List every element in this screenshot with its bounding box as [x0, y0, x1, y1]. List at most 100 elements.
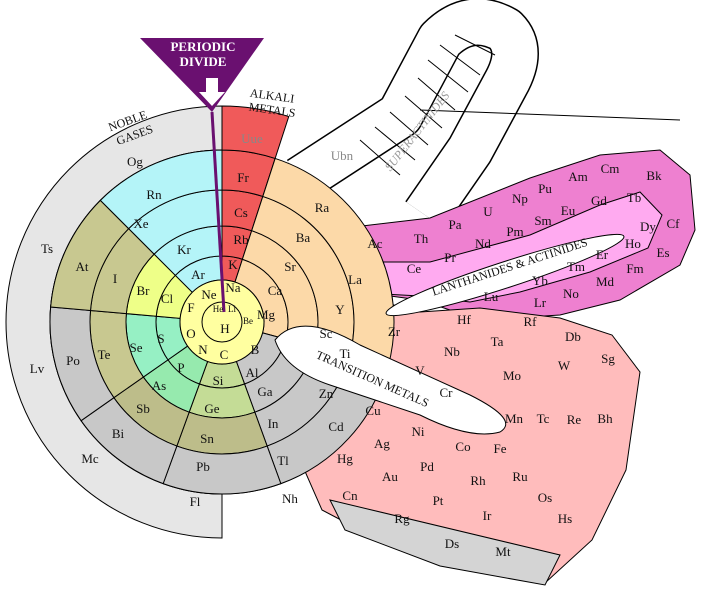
element-symbol: Cn: [342, 488, 358, 503]
element-symbol: At: [76, 259, 89, 274]
element-symbol: P: [177, 360, 184, 375]
element-symbol: F: [187, 300, 194, 315]
element-symbol: Rf: [524, 314, 538, 329]
element-symbol: O: [186, 326, 195, 341]
element-symbol: Er: [596, 247, 609, 262]
divide-flag: [140, 38, 264, 112]
element-symbol: Mc: [81, 451, 99, 466]
element-symbol: Gd: [591, 193, 607, 208]
element-symbol: V: [415, 363, 425, 378]
element-symbol: Tc: [537, 411, 550, 426]
element-symbol: Ds: [445, 536, 459, 551]
element-symbol: Fl: [190, 494, 201, 509]
group-label: METALS: [248, 100, 297, 120]
element-symbol: Po: [66, 353, 80, 368]
element-symbol: Kr: [177, 242, 191, 257]
element-symbol: Tl: [277, 453, 289, 468]
element-symbol: Ne: [201, 287, 216, 302]
element-symbol: Sn: [200, 431, 214, 446]
element-symbol: Am: [568, 169, 588, 184]
element-symbol: Sb: [136, 401, 150, 416]
element-symbol: Nh: [282, 491, 298, 506]
element-symbol: Bk: [646, 168, 662, 183]
element-symbol: Se: [130, 340, 143, 355]
element-symbol: Bi: [112, 426, 125, 441]
element-symbols: Og Ts Lv Mc Fl Nh Cn Rg Ds Mt Hs Bh Sg Db Rf Lr No Md Fm Es…: [30, 131, 680, 559]
element-symbol: La: [348, 272, 362, 287]
element-symbol: Np: [512, 191, 528, 206]
element-symbol: Ce: [407, 261, 422, 276]
divide-arrow: [199, 78, 225, 106]
element-symbol: Ca: [268, 283, 283, 298]
element-symbol: Pd: [420, 459, 434, 474]
element-symbol: Lu: [484, 289, 499, 304]
element-symbol: Cm: [601, 161, 620, 176]
element-symbol: Db: [565, 329, 581, 344]
element-symbol: Rn: [146, 187, 162, 202]
element-symbol: Ga: [257, 384, 272, 399]
element-symbol: Cs: [234, 205, 248, 220]
element-symbol: Es: [657, 245, 670, 260]
element-symbol: Ti: [339, 346, 350, 361]
element-symbol: In: [268, 416, 279, 431]
element-symbol: Pr: [444, 250, 456, 265]
element-symbol: Zr: [388, 324, 401, 339]
element-symbol: Zn: [319, 386, 334, 401]
element-symbol: Cl: [161, 291, 174, 306]
divide-label: PERIODIC: [170, 39, 235, 54]
element-symbol: Pt: [433, 493, 444, 508]
element-symbol: Md: [596, 274, 615, 289]
element-symbol: Br: [137, 283, 151, 298]
element-symbol: Rb: [233, 232, 248, 247]
element-symbol: Lv: [30, 361, 45, 376]
element-symbol: As: [152, 378, 166, 393]
element-symbol: K: [228, 257, 238, 272]
element-symbol: S: [157, 331, 164, 346]
element-symbol: Rh: [470, 473, 486, 488]
element-symbol: Co: [455, 439, 470, 454]
element-symbol: Au: [382, 469, 398, 484]
element-symbol: Ar: [191, 267, 205, 282]
element-symbol: Mg: [257, 307, 276, 322]
element-symbol: Bh: [597, 411, 613, 426]
element-symbol: Dy: [640, 219, 656, 234]
ring-sector: [221, 105, 290, 160]
element-symbol: Pu: [538, 181, 552, 196]
element-symbol: Uue: [241, 131, 263, 146]
element-symbol: Si: [213, 373, 224, 388]
la-ac-gap: [385, 233, 625, 317]
element-symbol: Th: [414, 231, 429, 246]
element-symbol: Xe: [133, 216, 148, 231]
element-symbol: Fr: [237, 170, 249, 185]
element-symbol: Yb: [532, 273, 548, 288]
element-symbol: Ba: [296, 230, 311, 245]
divide-line: [210, 111, 226, 313]
element-symbol: Tm: [567, 259, 585, 274]
element-symbol: Ac: [367, 236, 382, 251]
group-label: ALKALI: [249, 86, 295, 106]
element-symbol: Ag: [374, 436, 390, 451]
element-symbol: Cu: [365, 403, 381, 418]
element-symbol: Hg: [337, 451, 353, 466]
element-symbol: Nb: [444, 344, 460, 359]
element-symbol: Cr: [440, 385, 454, 400]
element-symbol: Na: [225, 280, 240, 295]
element-symbol: Pm: [506, 224, 523, 239]
element-symbol: Li: [228, 304, 236, 314]
element-symbol: N: [198, 342, 208, 357]
element-symbol: Sr: [284, 259, 296, 274]
element-symbol: Rg: [394, 511, 410, 526]
element-symbol: Pb: [196, 459, 210, 474]
element-symbol: I: [113, 271, 117, 286]
element-symbol: Ta: [491, 334, 504, 349]
element-symbol: Og: [127, 154, 143, 169]
element-symbol: Ru: [512, 469, 528, 484]
element-symbol: Sm: [534, 213, 551, 228]
element-symbol: Fm: [626, 261, 643, 276]
element-symbol: Hf: [457, 312, 471, 327]
ring-sector: [188, 383, 256, 419]
gray-block: [329, 499, 561, 586]
element-symbol: Mo: [503, 368, 521, 383]
element-symbol: Fe: [494, 441, 507, 456]
